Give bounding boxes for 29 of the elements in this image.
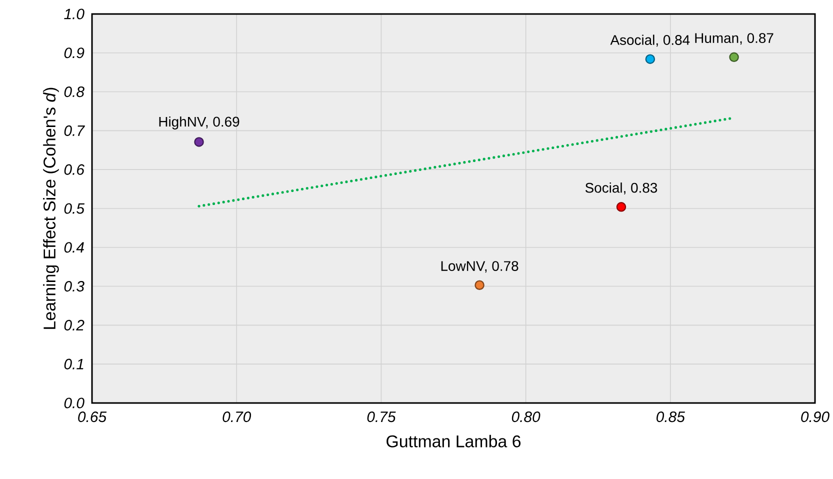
annotation: LowNV, 0.78 xyxy=(441,261,518,273)
x-axis-title: Guttman Lamba 6 xyxy=(386,434,521,448)
point xyxy=(194,137,204,147)
y-tick-label: 0.7 xyxy=(64,125,85,136)
point xyxy=(616,202,626,212)
annotation: Asocial, 0.84 xyxy=(610,34,690,47)
y-tick-label: 0.2 xyxy=(64,320,84,330)
y-tick-label: 0.0 xyxy=(64,398,84,408)
annotation: Human, 0.87 xyxy=(695,33,774,45)
x-tick-label: 0.70 xyxy=(222,412,252,422)
y-tick-label: 0.5 xyxy=(64,203,85,214)
point xyxy=(474,280,484,290)
annotation: Social, 0.83 xyxy=(585,182,658,194)
x-tick-label: 0.80 xyxy=(512,412,540,422)
x-tick-label: 0.65 xyxy=(78,412,107,422)
y-tick-label: 0.9 xyxy=(64,48,84,58)
y-tick-label: 0.8 xyxy=(64,86,84,98)
y-tick-label: 1.0 xyxy=(64,8,84,20)
y-tick-label: 0.3 xyxy=(64,280,84,292)
x-tick-label: 0.90 xyxy=(801,412,830,422)
y-tick-label: 0.1 xyxy=(64,358,84,370)
point xyxy=(645,54,656,64)
x-tick-label: 0.75 xyxy=(367,412,396,422)
point xyxy=(729,52,739,62)
y-tick-label: 0.4 xyxy=(64,242,84,253)
y-tick-label: 0.6 xyxy=(64,164,84,175)
y-axis-title: Learning Effect Size (Cohen's d) xyxy=(43,88,59,329)
annotation: HighNV, 0.69 xyxy=(159,116,240,130)
x-tick-label: 0.85 xyxy=(656,412,685,422)
